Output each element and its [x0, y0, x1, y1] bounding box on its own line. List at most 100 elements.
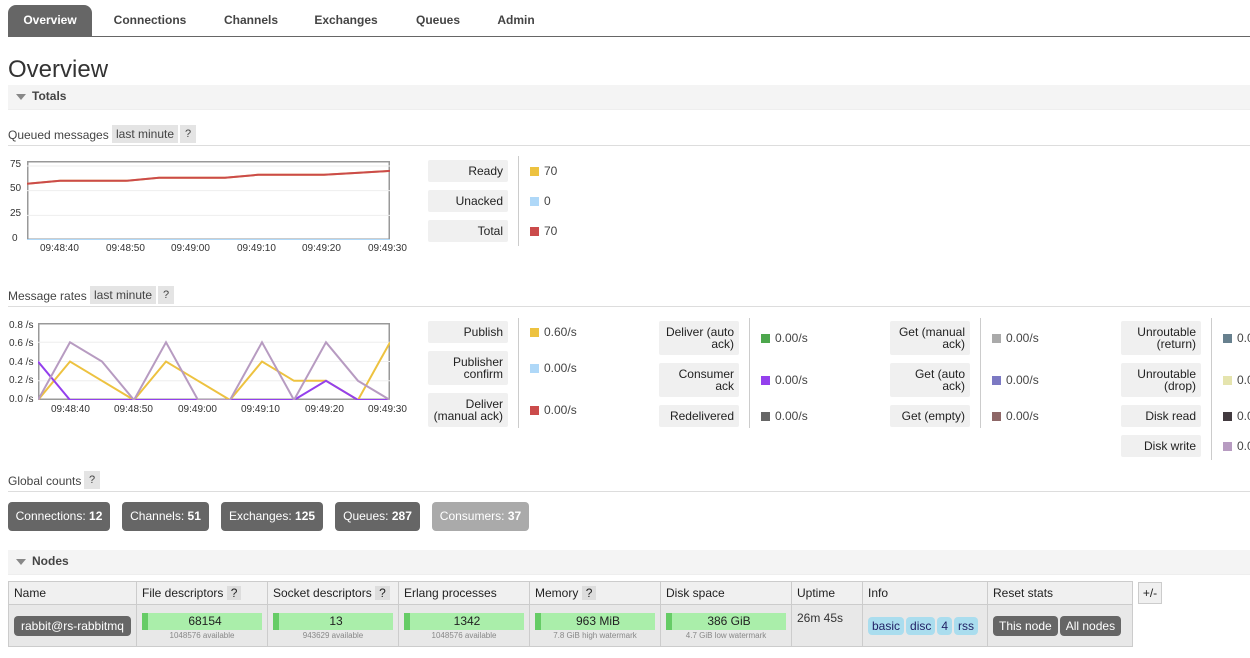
queued-help-button[interactable]: ?: [180, 125, 196, 143]
x-tick: 09:49:10: [241, 404, 280, 415]
queued-range-selector[interactable]: last minute: [112, 125, 179, 143]
y-tick: 0.8 /s: [9, 320, 34, 331]
col-disk-space: Disk space: [660, 581, 792, 605]
sd-bar: 13: [273, 612, 393, 630]
col-name: Name: [8, 581, 137, 605]
info-tag[interactable]: 4: [937, 616, 953, 635]
divider: [1211, 318, 1212, 460]
legend-disk-write[interactable]: Disk write: [1121, 435, 1201, 457]
color-swatch: [992, 412, 1001, 421]
tab-exchanges[interactable]: Exchanges: [314, 13, 378, 27]
queues-count[interactable]: Queues: 287: [335, 502, 420, 531]
legend-get-auto-ack[interactable]: Get (auto ack): [890, 363, 970, 397]
tab-channels[interactable]: Channels: [223, 13, 278, 27]
x-tick: 09:49:20: [305, 404, 344, 415]
rates-chart-plot: [38, 323, 390, 400]
legend-publisher-confirm[interactable]: Publisher confirm: [428, 351, 508, 385]
divider: [518, 156, 519, 246]
publisher-confirm-value: 0.00/s: [544, 361, 577, 375]
nodes-section-toggle[interactable]: Nodes: [8, 550, 1250, 575]
color-swatch: [530, 197, 539, 206]
get-manual-value: 0.00/s: [1006, 331, 1039, 345]
legend-deliver-auto-ack[interactable]: Deliver (auto ack): [659, 321, 739, 355]
nodes-label: Nodes: [32, 554, 69, 568]
info-tag[interactable]: basic: [868, 616, 905, 635]
channels-count[interactable]: Channels: 51: [122, 502, 209, 531]
color-swatch: [1223, 334, 1232, 343]
divider: [518, 318, 519, 428]
consumers-count[interactable]: Consumers: 37: [432, 502, 529, 531]
nodes-table: Name File descriptors ? Socket descripto…: [8, 581, 1133, 647]
series-line-disk-write: [38, 340, 390, 400]
totals-section-toggle[interactable]: Totals: [8, 85, 1250, 110]
table-header-row: Name File descriptors ? Socket descripto…: [8, 581, 1133, 605]
help-icon[interactable]: ?: [581, 586, 597, 600]
collapse-triangle-icon: [16, 94, 26, 100]
legend-get-empty[interactable]: Get (empty): [890, 405, 970, 427]
tab-queues[interactable]: Queues: [415, 13, 460, 27]
info-tag[interactable]: rss: [954, 616, 979, 635]
column-toggle-button[interactable]: +/-: [1138, 582, 1162, 604]
disk-watermark: 4.7 GiB low watermark: [685, 630, 767, 640]
mem-watermark: 7.8 GiB high watermark: [553, 630, 637, 640]
top-nav: Overview Connections Channels Exchanges …: [8, 5, 1250, 37]
tab-connections[interactable]: Connections: [113, 13, 187, 27]
reset-this-node-button[interactable]: This node: [993, 615, 1058, 636]
rates-chart: 0.8 /s 0.6 /s 0.4 /s 0.2 /s 0.0 /s 09:48…: [8, 318, 418, 418]
tab-admin[interactable]: Admin: [497, 13, 535, 27]
node-name-link[interactable]: rabbit@rs-rabbitmq: [14, 615, 131, 636]
unroutable-drop-value: 0.0: [1237, 373, 1250, 387]
info-tag[interactable]: disc: [906, 616, 936, 635]
disk-read-value: 0.0: [1237, 409, 1250, 423]
legend-get-manual-ack[interactable]: Get (manual ack): [890, 321, 970, 355]
y-tick: 0: [12, 233, 18, 244]
x-tick: 09:48:40: [51, 404, 90, 415]
help-icon[interactable]: ?: [375, 586, 390, 600]
legend-unroutable-drop[interactable]: Unroutable (drop): [1121, 363, 1201, 397]
y-tick: 0.6 /s: [9, 338, 34, 349]
col-reset-stats: Reset stats: [987, 581, 1133, 605]
y-tick: 50: [10, 183, 22, 194]
color-swatch: [530, 328, 539, 337]
series-line-consumer-ack: [38, 360, 390, 400]
legend-unroutable-return[interactable]: Unroutable (return): [1121, 321, 1201, 355]
legend-total[interactable]: Total: [428, 220, 508, 242]
legend-redelivered[interactable]: Redelivered: [659, 405, 739, 427]
queued-messages-title: Queued messages: [8, 128, 109, 142]
divider: [749, 318, 750, 428]
help-icon[interactable]: ?: [226, 586, 242, 600]
mem-cell: 963 MiB 7.8 GiB high watermark: [529, 604, 661, 647]
disk-write-value: 0.0: [1237, 439, 1250, 453]
series-line-total: [27, 169, 390, 185]
connections-count[interactable]: Connections: 12: [8, 502, 110, 531]
rates-range-selector[interactable]: last minute: [90, 286, 157, 304]
legend-disk-read[interactable]: Disk read: [1121, 405, 1201, 427]
node-name-cell: rabbit@rs-rabbitmq: [8, 604, 137, 647]
rates-help-button[interactable]: ?: [158, 286, 174, 304]
queued-messages-header: Queued messages last minute ?: [8, 125, 1250, 146]
sd-cell: 13 943629 available: [267, 604, 399, 647]
reset-all-nodes-button[interactable]: All nodes: [1059, 615, 1122, 636]
legend-ready[interactable]: Ready: [428, 160, 508, 182]
consumer-ack-value: 0.00/s: [775, 373, 808, 387]
fd-cell: 68154 1048576 available: [136, 604, 268, 647]
x-tick: 09:48:40: [40, 243, 79, 254]
col-uptime: Uptime: [791, 581, 863, 605]
global-help-button[interactable]: ?: [84, 471, 100, 489]
page-title: Overview: [8, 56, 109, 83]
color-swatch: [530, 364, 539, 373]
deliver-manual-value: 0.00/s: [544, 403, 577, 417]
info-cell: basic disc 4 rss: [862, 604, 988, 647]
color-swatch: [530, 406, 539, 415]
ep-available: 1048576 available: [431, 630, 497, 640]
tab-overview[interactable]: Overview: [8, 5, 92, 36]
collapse-triangle-icon: [16, 559, 26, 565]
col-memory: Memory ?: [529, 581, 661, 605]
x-tick: 09:48:50: [114, 404, 153, 415]
legend-consumer-ack[interactable]: Consumer ack: [659, 363, 739, 397]
legend-unacked[interactable]: Unacked: [428, 190, 508, 212]
get-auto-value: 0.00/s: [1006, 373, 1039, 387]
legend-publish[interactable]: Publish: [428, 321, 508, 343]
exchanges-count[interactable]: Exchanges: 125: [221, 502, 323, 531]
legend-deliver-manual-ack[interactable]: Deliver (manual ack): [428, 393, 508, 427]
